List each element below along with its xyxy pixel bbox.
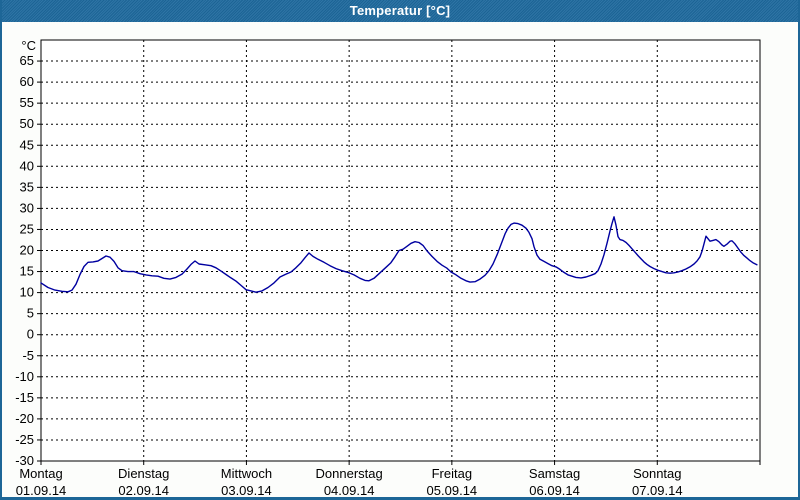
y-tick-label: -15 [15, 390, 34, 405]
y-tick-label: 0 [27, 327, 34, 342]
window-titlebar[interactable]: Temperatur [°C] [2, 0, 798, 22]
x-date-label: 03.09.14 [221, 483, 272, 498]
y-tick-label: 15 [20, 264, 34, 279]
y-tick-label: 10 [20, 285, 34, 300]
window-title: Temperatur [°C] [349, 3, 451, 18]
y-tick-label: 30 [20, 200, 34, 215]
y-tick-label: 60 [20, 74, 34, 89]
x-date-label: 07.09.14 [632, 483, 683, 498]
y-tick-label: -10 [15, 369, 34, 384]
x-date-label: 06.09.14 [529, 483, 580, 498]
y-tick-label: -20 [15, 411, 34, 426]
y-tick-label: 45 [20, 137, 34, 152]
x-day-label: Freitag [432, 466, 472, 481]
temperature-line [40, 216, 758, 293]
x-day-label: Donnerstag [316, 466, 383, 481]
x-date-label: 04.09.14 [324, 483, 375, 498]
x-date-label: 01.09.14 [16, 483, 67, 498]
x-date-label: 02.09.14 [118, 483, 169, 498]
y-tick-label: 25 [20, 221, 34, 236]
x-day-label: Mittwoch [221, 466, 272, 481]
x-day-label: Samstag [529, 466, 580, 481]
y-tick-label: 20 [20, 243, 34, 258]
x-date-label: 05.09.14 [427, 483, 478, 498]
x-day-label: Montag [19, 466, 62, 481]
plot-border [40, 39, 761, 462]
y-tick-label: 50 [20, 116, 34, 131]
y-tick-label: 35 [20, 179, 34, 194]
y-tick-label: 5 [27, 306, 34, 321]
x-day-label: Dienstag [118, 466, 169, 481]
x-day-label: Sonntag [633, 466, 681, 481]
y-tick-label: -25 [15, 432, 34, 447]
y-tick-label: 55 [20, 95, 34, 110]
y-tick-label: -5 [22, 348, 34, 363]
y-axis-unit-label: °C [21, 38, 36, 53]
y-tick-label: 65 [20, 53, 34, 68]
y-tick-label: -30 [15, 453, 34, 468]
y-tick-label: 40 [20, 158, 34, 173]
